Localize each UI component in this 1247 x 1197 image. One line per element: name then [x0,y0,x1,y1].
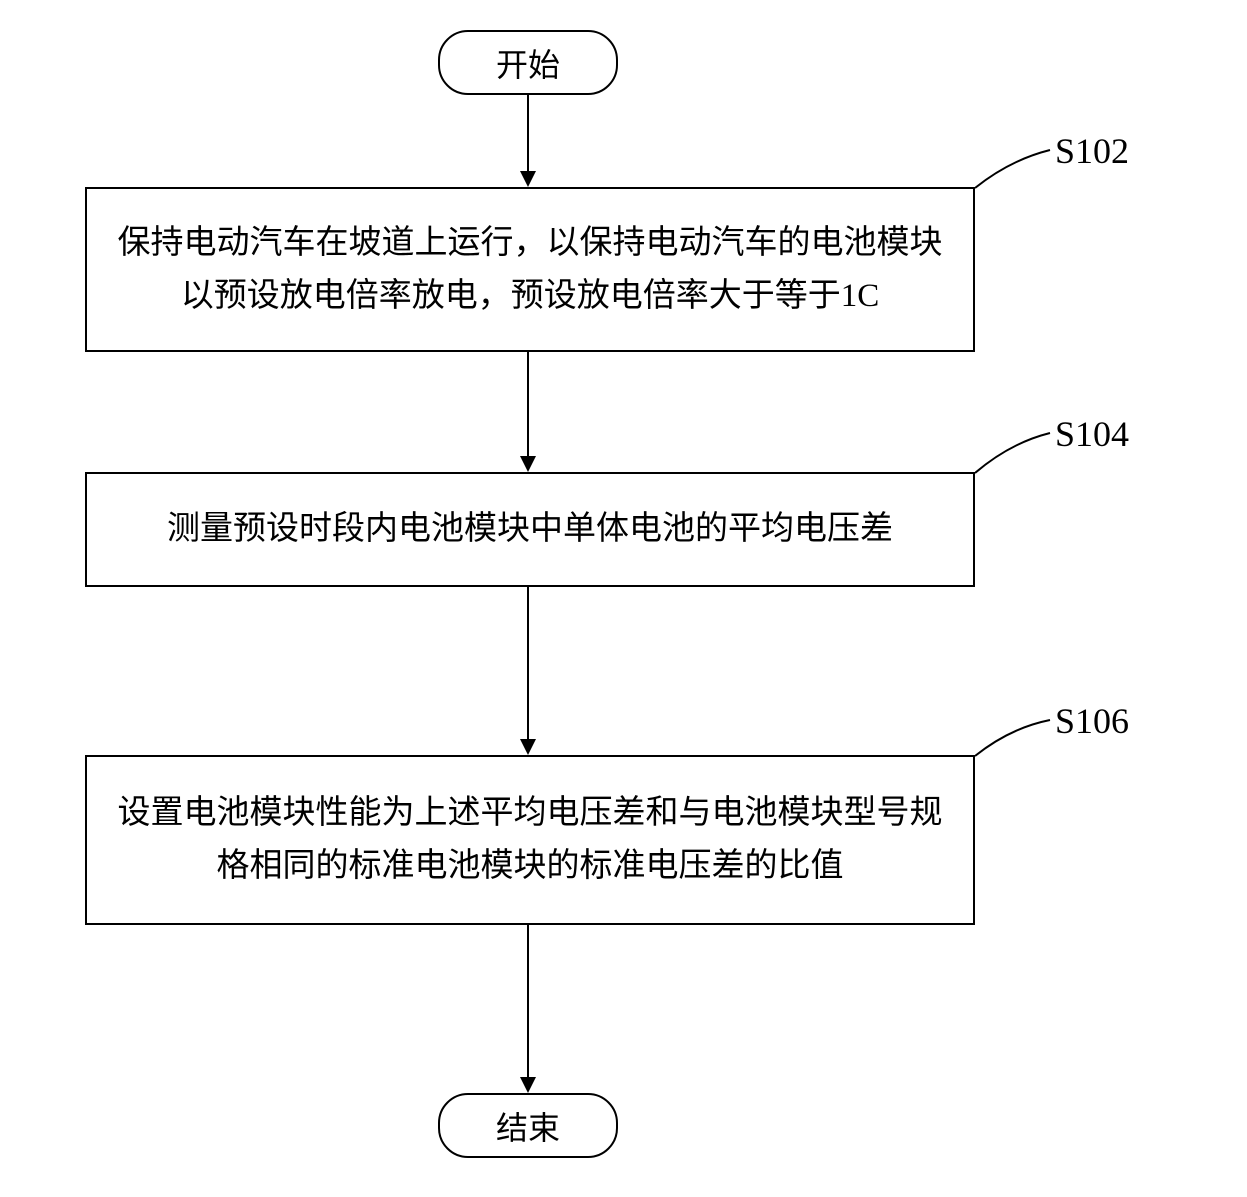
arrow-head-2 [520,456,536,472]
curve-s106 [975,700,1055,758]
label-s104: S104 [1055,413,1129,455]
curve-s104 [975,413,1055,475]
end-terminal: 结束 [438,1093,618,1158]
process-s106-text: 设置电池模块性能为上述平均电压差和与电池模块型号规格相同的标准电池模块的标准电压… [117,787,943,893]
arrow-head-1 [520,171,536,187]
end-label: 结束 [496,1103,560,1149]
arrow-head-4 [520,1077,536,1093]
label-s102: S102 [1055,130,1129,172]
process-s104: 测量预设时段内电池模块中单体电池的平均电压差 [85,472,975,587]
arrow-head-3 [520,739,536,755]
process-s102-text: 保持电动汽车在坡道上运行，以保持电动汽车的电池模块以预设放电倍率放电，预设放电倍… [117,217,943,323]
arrow-line-2 [527,352,529,456]
arrow-line-1 [527,95,529,171]
start-terminal: 开始 [438,30,618,95]
start-label: 开始 [496,40,560,86]
process-s102: 保持电动汽车在坡道上运行，以保持电动汽车的电池模块以预设放电倍率放电，预设放电倍… [85,187,975,352]
process-s106: 设置电池模块性能为上述平均电压差和与电池模块型号规格相同的标准电池模块的标准电压… [85,755,975,925]
flowchart-container: 开始 保持电动汽车在坡道上运行，以保持电动汽车的电池模块以预设放电倍率放电，预设… [0,0,1247,1197]
curve-s102 [975,130,1055,190]
label-s106: S106 [1055,700,1129,742]
arrow-line-3 [527,587,529,739]
process-s104-text: 测量预设时段内电池模块中单体电池的平均电压差 [167,503,893,556]
arrow-line-4 [527,925,529,1077]
